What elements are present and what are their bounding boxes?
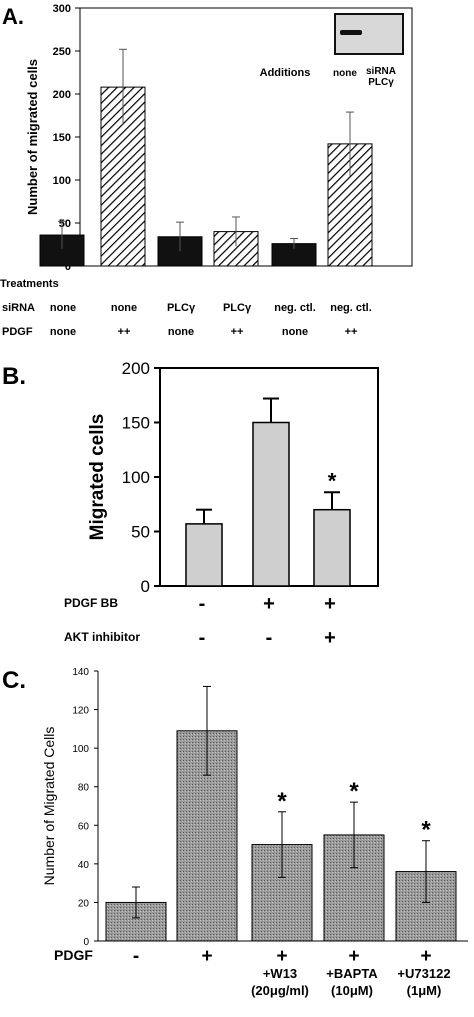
y-tick-label: 150 <box>53 132 71 144</box>
row-value: none <box>168 326 194 338</box>
significance-marker: * <box>277 788 287 815</box>
inset-lane-none: none <box>333 68 357 79</box>
y-tick-label: 300 <box>53 3 71 15</box>
bar-sublabel: (1μM) <box>407 983 442 998</box>
row-value: - <box>266 627 273 649</box>
panel-label: A. <box>2 4 24 29</box>
y-tick-label: 150 <box>122 414 150 433</box>
chart-b: B. 0 50 100 150 200 Migrated cells * PDGF BB - + + A… <box>2 359 379 649</box>
y-tick-label: 50 <box>59 218 71 230</box>
significance-marker: * <box>328 468 337 493</box>
y-tick-label: 60 <box>78 821 90 832</box>
row-label: AKT inhibitor <box>64 630 140 644</box>
row-value: + <box>201 946 212 967</box>
y-tick-label: 120 <box>72 706 89 717</box>
bar <box>185 523 223 587</box>
bar-sublabel: (20μg/ml) <box>251 983 309 998</box>
panel-label: C. <box>2 667 26 694</box>
row-value: + <box>420 946 431 967</box>
significance-marker: * <box>349 778 359 805</box>
row-value: none <box>111 302 137 314</box>
panel-label: B. <box>2 363 26 390</box>
row-value: ++ <box>118 326 131 338</box>
blot-band <box>340 30 362 35</box>
y-tick-label: 50 <box>131 523 150 542</box>
inset-lane-plc: PLCγ <box>368 77 394 88</box>
row-label: PDGF <box>54 947 93 963</box>
bar-sublabel: +U73122 <box>397 966 450 981</box>
y-tick-label: 140 <box>72 667 89 678</box>
panel-a: A. 0 50 100 150 200 250 300 Number of migrated c… <box>0 0 474 350</box>
chart-a: A. 0 50 100 150 200 250 300 Number of migrated c… <box>0 3 413 338</box>
y-tick-label: 200 <box>122 359 150 378</box>
y-tick-label: 0 <box>83 937 89 948</box>
row-value: - <box>199 593 206 615</box>
y-axis-label: Number of migrated cells <box>25 59 40 215</box>
y-tick-label: 0 <box>65 261 71 273</box>
panel-c: C. 0 20 40 60 80 100 120 140 Number of Migrated C… <box>0 655 474 1012</box>
bar <box>252 421 290 587</box>
y-tick-label: 100 <box>122 468 150 487</box>
row-value: none <box>282 326 308 338</box>
row-label: PDGF BB <box>64 596 118 610</box>
inset-title: Additions <box>260 67 311 79</box>
inset-lane-sirna: siRNA <box>366 66 396 77</box>
treatments-label: Treatments <box>0 278 59 290</box>
row-value: neg. ctl. <box>274 302 316 314</box>
y-axis-label: Number of Migrated Cells <box>41 727 57 886</box>
y-tick-label: 200 <box>53 89 71 101</box>
row-value: ++ <box>345 326 358 338</box>
row-value: neg. ctl. <box>330 302 372 314</box>
y-tick-label: 250 <box>53 46 71 58</box>
row-value: - <box>199 627 206 649</box>
y-tick-label: 100 <box>53 175 71 187</box>
panel-b: B. 0 50 100 150 200 Migrated cells * PDGF BB - + + A… <box>0 350 474 655</box>
significance-marker: * <box>421 817 431 844</box>
row-value: + <box>324 627 336 649</box>
bar-sublabel: +BAPTA <box>326 966 378 981</box>
y-tick-label: 0 <box>141 577 150 596</box>
row-value: - <box>133 946 139 967</box>
y-tick-label: 20 <box>78 898 90 909</box>
bar <box>313 508 351 587</box>
row-value: ++ <box>231 326 244 338</box>
row-value: none <box>50 326 76 338</box>
y-tick-label: 100 <box>72 744 89 755</box>
y-tick-label: 40 <box>78 860 90 871</box>
row-label: siRNA <box>2 302 35 314</box>
row-label: PDGF <box>2 326 33 338</box>
y-axis-label: Migrated cells <box>87 414 108 541</box>
row-value: none <box>50 302 76 314</box>
chart-c: C. 0 20 40 60 80 100 120 140 Number of Migrated C… <box>2 667 468 998</box>
row-value: + <box>324 593 336 615</box>
row-value: + <box>263 593 275 615</box>
bar-sublabel: (10μM) <box>331 983 373 998</box>
row-value: PLCγ <box>167 302 196 314</box>
y-tick-label: 80 <box>78 783 90 794</box>
row-value: PLCγ <box>223 302 252 314</box>
row-value: + <box>276 946 287 967</box>
row-value: + <box>348 946 359 967</box>
bar-sublabel: +W13 <box>263 966 297 981</box>
